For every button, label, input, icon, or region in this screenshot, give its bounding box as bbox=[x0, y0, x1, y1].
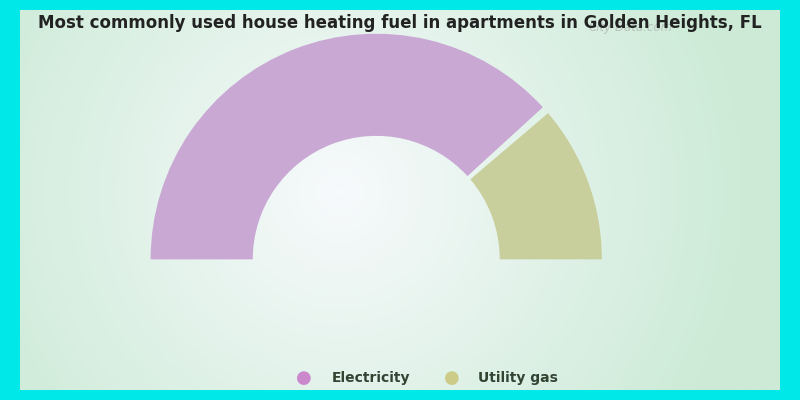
Text: ●: ● bbox=[296, 369, 312, 387]
Text: ●: ● bbox=[444, 369, 460, 387]
Wedge shape bbox=[470, 113, 602, 259]
Text: Electricity: Electricity bbox=[332, 371, 410, 385]
Text: Utility gas: Utility gas bbox=[478, 371, 558, 385]
Text: Most commonly used house heating fuel in apartments in Golden Heights, FL: Most commonly used house heating fuel in… bbox=[38, 14, 762, 32]
Text: City-Data.com: City-Data.com bbox=[589, 22, 673, 34]
Wedge shape bbox=[150, 34, 543, 259]
